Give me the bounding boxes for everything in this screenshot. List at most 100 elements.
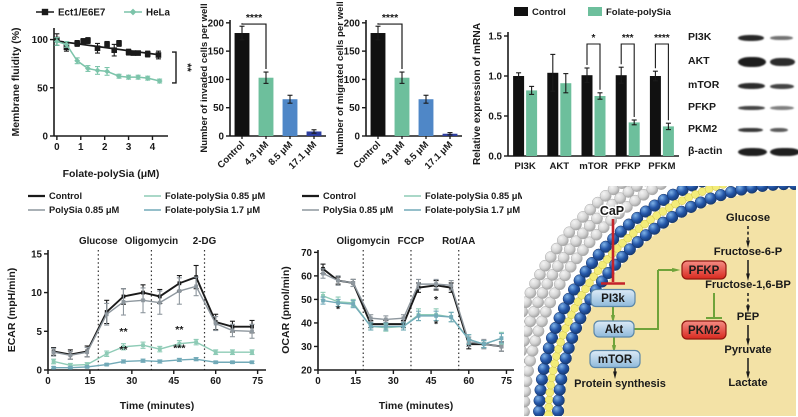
chart-text: mTOR bbox=[579, 161, 608, 172]
chart-text: PI3K bbox=[514, 161, 535, 172]
chart-text: Oligomycin bbox=[125, 236, 178, 247]
metabolite-label: Lactate bbox=[728, 377, 767, 389]
chart-text: 4.3 μM bbox=[242, 139, 271, 168]
y-axis-label: Membrane fluidity (%) bbox=[10, 27, 22, 136]
chart-text: 40 bbox=[301, 318, 312, 329]
blot-band bbox=[770, 106, 794, 110]
chart-text: 70 bbox=[301, 248, 312, 259]
chart-text: PolySia 0.85 μM bbox=[323, 205, 394, 215]
chart-text: 200 bbox=[344, 18, 361, 29]
blot-band bbox=[770, 128, 788, 132]
chart-text: Folate-polySia 1.7 μM bbox=[425, 205, 520, 215]
chart-text: **** bbox=[382, 12, 399, 24]
node-pfkp bbox=[681, 260, 727, 280]
panel-pathway-diagram: CaP PI3k Akt mTOR PFKP PKM2 Protein synthesis G… bbox=[524, 186, 796, 416]
chart-text: * bbox=[336, 303, 341, 315]
chart-text: 50 bbox=[213, 103, 224, 114]
chart-text: 100 bbox=[344, 75, 361, 86]
chart-text: 50 bbox=[37, 83, 48, 94]
blot-band bbox=[738, 83, 765, 89]
chart-text: 0 bbox=[355, 132, 361, 143]
blot-band bbox=[738, 57, 766, 67]
chart-text: 75 bbox=[501, 376, 512, 387]
blot-row-label: β-actin bbox=[688, 145, 723, 157]
chart-text: ** bbox=[119, 344, 128, 356]
chart-text: ** bbox=[119, 326, 128, 338]
chart-text: 2 bbox=[102, 142, 108, 153]
chart-text: 0 bbox=[219, 132, 225, 143]
chart-text: 30 bbox=[126, 376, 137, 387]
chart-text: AKT bbox=[549, 161, 569, 172]
blot-band bbox=[770, 83, 794, 89]
chart-text: 3 bbox=[126, 142, 132, 153]
chart-text: 50 bbox=[349, 103, 360, 114]
chart-text: PFKP bbox=[615, 161, 641, 172]
metabolite-label: Pyruvate bbox=[724, 344, 771, 356]
blot-band bbox=[738, 148, 767, 156]
chart-text: *** bbox=[622, 33, 634, 44]
chart-text: 45 bbox=[426, 376, 437, 387]
chart-text: Folate-polySia 1.7 μM bbox=[165, 205, 260, 215]
node-pkm2 bbox=[681, 320, 727, 340]
chart-text: 0.5 bbox=[488, 112, 502, 123]
chart-text: **** bbox=[654, 33, 670, 44]
y-axis-label: Number of migrated cells per well bbox=[335, 2, 346, 155]
chart-text: **** bbox=[246, 12, 263, 24]
panel-ecar-chart: Glucose Oligomycin 2-DG 0 5 10 15 0 15 30 45 60 75 Ti… bbox=[4, 188, 276, 414]
y-axis-label: Number of invaded cells per well bbox=[199, 3, 210, 152]
blot-row-label: PFKP bbox=[688, 101, 717, 113]
y-axis-label: ECAR (mpH/min) bbox=[6, 268, 18, 353]
chart-text: 100 bbox=[32, 35, 49, 46]
chart-text: Control bbox=[49, 191, 82, 201]
chart-text: Folate-polySia 0.85 μM bbox=[165, 191, 265, 201]
blot-band bbox=[770, 57, 795, 67]
chart-text: 60 bbox=[301, 271, 312, 282]
node-pi3k-label: PI3k bbox=[601, 293, 625, 305]
chart-text: Folate-polySia 0.85 μM bbox=[425, 191, 522, 201]
panel-mrna-expression-bar-chart: 0.0 0.5 1.0 1.5 PI3K AKT mTOR PFKP PFKM * *** **** C… bbox=[470, 2, 685, 182]
chart-text: Control bbox=[532, 7, 566, 18]
chart-text: Time (minutes) bbox=[379, 400, 453, 412]
node-mtor-label: mTOR bbox=[598, 354, 633, 366]
chart-text: 45 bbox=[168, 376, 179, 387]
panel-membrane-fluidity-chart: 0 50 100 0 1 2 3 4 Folate-polySia (μM) Membrane f… bbox=[8, 2, 198, 182]
chart-text: Oligomycin bbox=[337, 236, 390, 247]
chart-text: 15 bbox=[31, 249, 42, 260]
metabolite-label: Fructose-6-P bbox=[714, 246, 783, 258]
chart-text: HeLa bbox=[146, 8, 171, 19]
chart-text: 50 bbox=[301, 295, 312, 306]
blot-band bbox=[738, 106, 765, 110]
chart-text: 4.3 μM bbox=[378, 139, 407, 168]
chart-text: Ect1/E6E7 bbox=[58, 8, 106, 19]
chart-text: 150 bbox=[344, 47, 361, 58]
blot-row-label: mTOR bbox=[688, 79, 720, 91]
chart-text: 1.0 bbox=[488, 72, 502, 83]
chart-text: ** bbox=[175, 324, 184, 336]
chart-text: Folate-polySia bbox=[606, 7, 672, 18]
panel-western-blot: PI3K AKT mTOR PFKP PKM2 β-actin bbox=[688, 2, 798, 182]
chart-text: * bbox=[434, 319, 439, 331]
chart-text: 20 bbox=[301, 366, 312, 377]
node-pi3k bbox=[590, 288, 636, 308]
chart-text: Control bbox=[323, 191, 356, 201]
chart-text: 150 bbox=[208, 47, 225, 58]
chart-text: * bbox=[434, 294, 439, 306]
node-akt bbox=[593, 320, 635, 338]
chart-text: ** bbox=[181, 63, 193, 72]
y-axis-label: OCAR (pmol/min) bbox=[280, 266, 292, 354]
chart-text: Time (minutes) bbox=[120, 400, 194, 412]
chart-text: Control bbox=[351, 139, 383, 171]
chart-text: FCCP bbox=[398, 236, 425, 247]
ecar-chart-canvas: Glucose Oligomycin 2-DG 0 5 10 15 0 15 30 45 60 75 Ti… bbox=[6, 191, 266, 412]
chart-text: 10 bbox=[31, 288, 42, 299]
chart-text: Rot/AA bbox=[442, 236, 475, 247]
blot-band bbox=[738, 127, 763, 133]
chart-text: 30 bbox=[388, 376, 399, 387]
chart-text: 200 bbox=[208, 18, 225, 29]
chart-text: 30 bbox=[301, 342, 312, 353]
protein-synthesis-label: Protein synthesis bbox=[574, 378, 666, 390]
chart-text: 0 bbox=[315, 376, 321, 387]
node-pkm2-label: PKM2 bbox=[688, 325, 720, 337]
